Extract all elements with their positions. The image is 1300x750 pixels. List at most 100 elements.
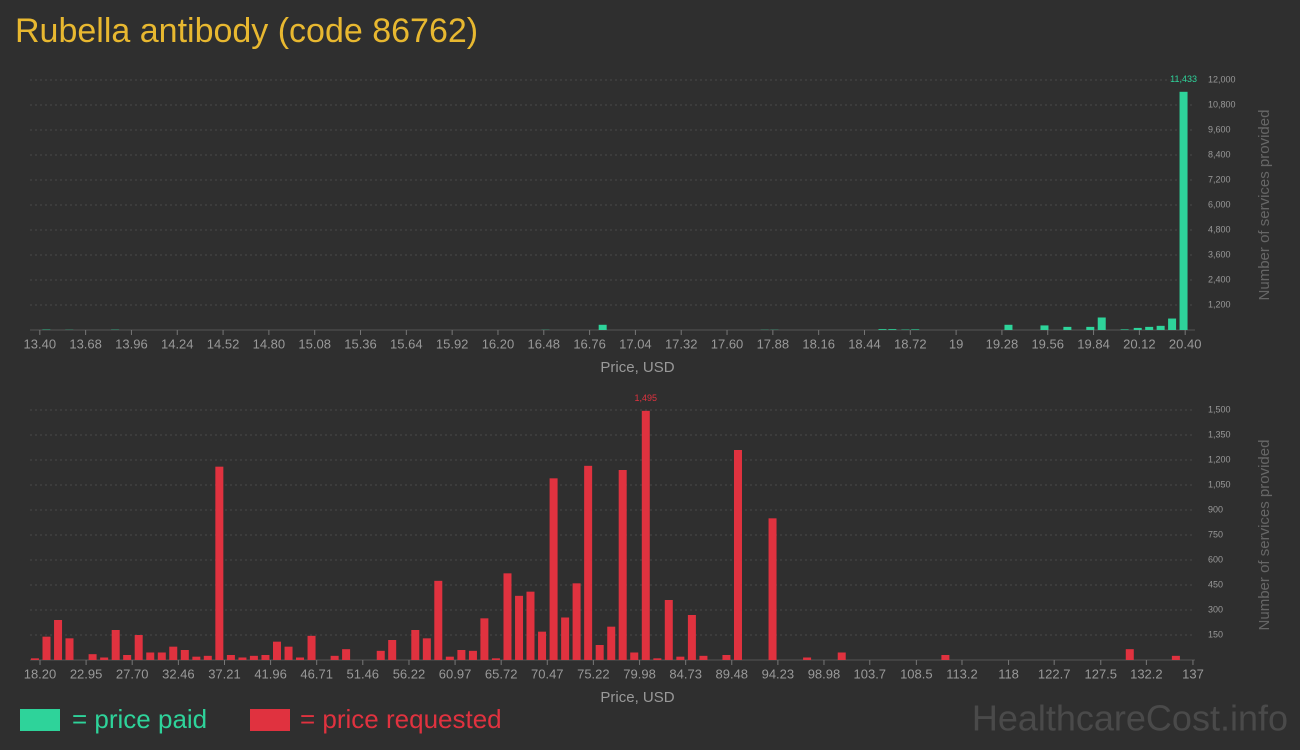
x-tick-label: 113.2 bbox=[946, 666, 978, 681]
bar bbox=[376, 650, 385, 660]
bar bbox=[618, 470, 627, 660]
y-tick-label: 1,050 bbox=[1208, 479, 1231, 489]
bar bbox=[1156, 325, 1165, 330]
bar bbox=[641, 410, 650, 660]
bar bbox=[572, 583, 581, 660]
x-axis-title: Price, USD bbox=[600, 689, 674, 706]
bar bbox=[134, 635, 143, 660]
chart-title: Rubella antibody (code 86762) bbox=[15, 12, 478, 50]
bar bbox=[330, 655, 339, 660]
watermark: HealthcareCost.info bbox=[972, 698, 1288, 739]
y-axis-title: Number of services provided bbox=[1256, 110, 1273, 301]
legend-swatch bbox=[20, 709, 60, 731]
bar bbox=[238, 657, 247, 660]
bar bbox=[768, 518, 777, 660]
legend-label: = price paid bbox=[72, 704, 207, 734]
bar bbox=[1120, 329, 1129, 330]
bar bbox=[111, 630, 120, 660]
x-tick-label: 94.23 bbox=[762, 666, 795, 681]
x-tick-label: 132.2 bbox=[1130, 666, 1163, 681]
x-tick-label: 46.71 bbox=[300, 666, 333, 681]
x-tick-label: 65.72 bbox=[485, 666, 518, 681]
bar bbox=[215, 466, 224, 660]
x-tick-label: 98.98 bbox=[808, 666, 841, 681]
x-tick-label: 122.7 bbox=[1038, 666, 1071, 681]
bar bbox=[457, 650, 466, 660]
value-label: 1,495 bbox=[635, 393, 658, 403]
bar bbox=[1004, 324, 1013, 330]
bar bbox=[203, 655, 212, 660]
bar bbox=[1086, 326, 1095, 330]
x-tick-label: 17.60 bbox=[711, 336, 744, 351]
bar bbox=[480, 618, 489, 660]
y-tick-label: 8,400 bbox=[1208, 149, 1231, 159]
bar bbox=[911, 329, 920, 330]
y-tick-label: 300 bbox=[1208, 604, 1223, 614]
x-tick-label: 60.97 bbox=[439, 666, 472, 681]
x-tick-label: 70.47 bbox=[531, 666, 564, 681]
x-tick-label: 13.68 bbox=[69, 336, 102, 351]
bar bbox=[192, 656, 201, 660]
x-tick-label: 15.08 bbox=[298, 336, 331, 351]
y-tick-label: 1,200 bbox=[1208, 454, 1231, 464]
bar bbox=[388, 640, 397, 660]
y-tick-label: 10,800 bbox=[1208, 99, 1236, 109]
y-tick-label: 2,400 bbox=[1208, 274, 1231, 284]
x-tick-label: 15.36 bbox=[344, 336, 377, 351]
bar bbox=[1040, 325, 1049, 330]
bar bbox=[1063, 326, 1072, 330]
y-tick-label: 12,000 bbox=[1208, 74, 1236, 84]
bar bbox=[837, 652, 846, 660]
bar bbox=[1168, 318, 1177, 330]
y-tick-label: 6,000 bbox=[1208, 199, 1231, 209]
x-axis-title: Price, USD bbox=[600, 359, 674, 376]
x-tick-label: 118 bbox=[998, 666, 1019, 681]
bar bbox=[180, 650, 189, 660]
bar bbox=[733, 450, 742, 660]
bar bbox=[941, 655, 950, 660]
x-tick-label: 89.48 bbox=[716, 666, 749, 681]
x-tick-label: 56.22 bbox=[393, 666, 426, 681]
y-axis-title: Number of services provided bbox=[1256, 440, 1273, 631]
x-tick-label: 51.46 bbox=[347, 666, 380, 681]
bar bbox=[653, 658, 662, 660]
x-tick-label: 14.52 bbox=[207, 336, 240, 351]
x-tick-label: 84.73 bbox=[669, 666, 702, 681]
x-tick-label: 20.40 bbox=[1169, 336, 1202, 351]
bar bbox=[42, 636, 51, 660]
x-tick-label: 37.21 bbox=[208, 666, 241, 681]
bar bbox=[722, 655, 731, 660]
x-tick-label: 32.46 bbox=[162, 666, 195, 681]
bar bbox=[445, 656, 454, 660]
legend-swatch bbox=[250, 709, 290, 731]
bar bbox=[515, 595, 524, 660]
x-tick-label: 14.80 bbox=[253, 336, 286, 351]
x-tick-label: 16.48 bbox=[528, 336, 561, 351]
x-tick-label: 137 bbox=[1182, 666, 1204, 681]
bar bbox=[295, 657, 304, 660]
x-tick-label: 16.20 bbox=[482, 336, 515, 351]
bar bbox=[261, 655, 270, 660]
x-tick-label: 103.7 bbox=[854, 666, 887, 681]
bar bbox=[54, 620, 63, 660]
x-tick-label: 17.04 bbox=[619, 336, 652, 351]
bar bbox=[549, 478, 558, 660]
bar bbox=[1179, 91, 1188, 330]
bar bbox=[307, 635, 316, 660]
bar bbox=[630, 652, 639, 660]
legend-label: = price requested bbox=[300, 704, 502, 734]
bar bbox=[687, 615, 696, 660]
bar bbox=[584, 465, 593, 660]
x-tick-label: 18.20 bbox=[24, 666, 57, 681]
x-tick-label: 14.24 bbox=[161, 336, 194, 351]
bar bbox=[1145, 326, 1154, 330]
x-tick-label: 19 bbox=[949, 336, 963, 351]
x-tick-label: 18.44 bbox=[848, 336, 881, 351]
bar bbox=[88, 654, 97, 660]
bar bbox=[226, 655, 235, 660]
x-tick-label: 16.76 bbox=[573, 336, 606, 351]
x-tick-label: 17.88 bbox=[757, 336, 790, 351]
bar bbox=[538, 631, 547, 660]
bar bbox=[664, 600, 673, 660]
bar bbox=[146, 652, 155, 660]
